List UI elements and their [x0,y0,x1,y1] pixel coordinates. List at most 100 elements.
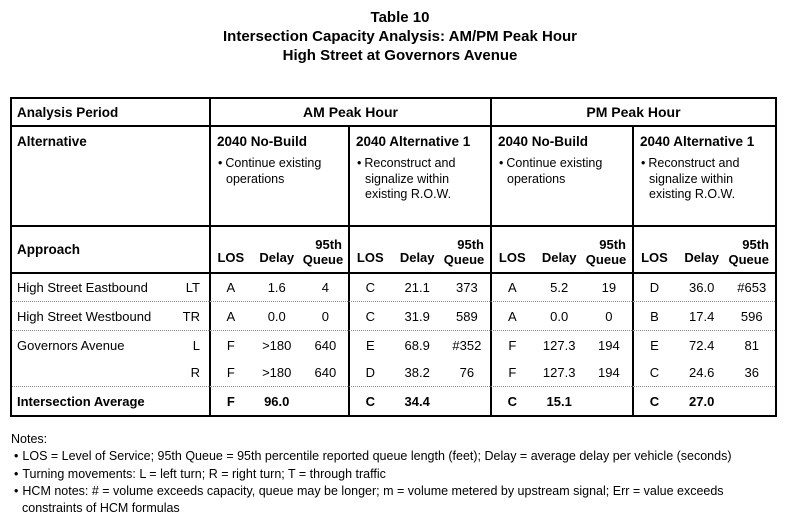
delay-value: >180 [262,365,292,380]
delay-header: Delay [259,250,295,265]
delay-value: 21.1 [404,280,430,295]
queue-header-line1: 95th [315,237,342,252]
data-cell: C 24.6 36 [632,359,775,387]
alt-description-text: Continue existing operations [225,156,322,186]
los-value: B [650,308,659,324]
delay-value: 0.0 [267,308,286,324]
alt-description: • Reconstruct and signalize within existi… [640,156,771,203]
data-cell: E 72.4 81 [632,331,775,359]
bullet-glyph: • [641,156,646,170]
queue-header: 95th Queue [303,237,348,272]
queue-header-line2: Queue [728,252,769,267]
delay-value: 127.3 [542,365,576,380]
los-header: LOS [356,250,384,265]
queue-value: 640 [314,365,337,380]
table-title: Table 10 Intersection Capacity Analysis:… [0,0,800,65]
delay-value: 96.0 [264,393,290,409]
delay-value: 36.0 [689,280,715,295]
notes-section: Notes: • LOS = Level of Service; 95th Que… [11,431,783,517]
data-cell: F 127.3 194 [490,331,632,359]
summary-cell: C 27.0 [632,387,775,415]
title-line-1: Table 10 [370,9,430,26]
los-value: E [365,337,375,353]
data-cell: F 127.3 194 [490,359,632,387]
queue-value: 19 [601,280,617,295]
alt-description: • Continue existing operations [498,156,628,187]
los-value: A [226,280,236,295]
alt-description-text: Reconstruct and signalize within existin… [648,156,740,201]
los-value: F [226,337,235,353]
note-text: HCM notes: # = volume exceeds capacity, … [22,483,724,498]
am-peak-hour-header: AM Peak Hour [209,99,490,127]
delay-value: 34.4 [404,393,430,409]
bullet-glyph: • [14,466,19,481]
los-value: F [226,393,235,409]
queue-value: 373 [456,280,478,295]
approach-row-label: High Street Westbound TR [12,302,209,331]
delay-value: 27.0 [689,393,715,409]
alternative-label-cell: Alternative [12,127,209,227]
summary-cell: F 96.0 [209,387,348,415]
los-value: C [649,365,660,380]
turning-movement: R [190,365,200,380]
delay-value: 127.3 [542,337,576,353]
alt-description-text: Continue existing operations [506,156,603,186]
bullet-glyph: • [218,156,223,170]
delay-value: 17.4 [689,308,715,324]
data-cell: D 38.2 76 [348,359,490,387]
delay-value: 72.4 [689,337,715,353]
queue-value: 640 [314,337,337,353]
los-value: D [365,365,375,380]
queue-value: 589 [456,308,478,324]
los-value: A [507,280,517,295]
summary-cell: C 15.1 [490,387,632,415]
turning-movement: TR [182,308,200,324]
los-value: F [508,365,517,380]
title-line-2: Intersection Capacity Analysis: AM/PM Pe… [223,28,577,45]
delay-value: 5.2 [550,280,569,295]
queue-value: 4 [321,280,329,295]
delay-value: 1.6 [267,280,286,295]
delay-header: Delay [684,250,720,265]
los-value: E [650,337,659,353]
metric-header-am-alternative1: LOS Delay 95th Queue [348,227,490,274]
alternative-label: Alternative [17,133,87,149]
alt-name: 2040 Alternative 1 [356,134,471,149]
queue-header-line2: Queue [443,252,485,267]
data-cell: F >180 640 [209,359,348,387]
alt-pm-alternative1-header: 2040 Alternative 1 • Reconstruct and sign… [632,127,775,227]
delay-value: 24.6 [689,365,715,380]
delay-header: Delay [399,250,435,265]
queue-header-line1: 95th [742,237,769,252]
metric-header-pm-alternative1: LOS Delay 95th Queue [632,227,775,274]
intersection-average-label: Intersection Average [12,387,209,415]
los-value: C [649,393,660,409]
los-value: A [507,308,517,324]
data-cell: A 1.6 4 [209,274,348,302]
data-cell: A 5.2 19 [490,274,632,302]
data-cell: D 36.0 #653 [632,274,775,302]
los-value: C [507,393,517,409]
note-text: LOS = Level of Service; 95th Queue = 95t… [22,449,732,464]
alt-am-alternative1-header: 2040 Alternative 1 • Reconstruct and sign… [348,127,490,227]
queue-header: 95th Queue [444,237,490,272]
queue-value: 76 [459,365,475,380]
delay-value: >180 [262,337,292,353]
bullet-glyph: • [14,449,19,464]
los-header: LOS [217,250,245,265]
note-text-continuation: constraints of HCM formulas [22,501,180,516]
approach-row-label: Governors Avenue L [12,331,209,359]
queue-value: 0 [605,308,613,324]
los-value: F [226,365,235,380]
queue-header-line1: 95th [599,237,626,252]
los-header: LOS [641,250,668,265]
los-value: C [365,280,375,295]
los-value: C [365,393,375,409]
approach-label-cell: Approach [12,227,209,274]
delay-value: 38.2 [404,365,430,380]
bullet-glyph: • [14,483,19,498]
los-value: F [508,337,517,353]
delay-value: 68.9 [404,337,430,353]
queue-header: 95th Queue [728,237,775,272]
